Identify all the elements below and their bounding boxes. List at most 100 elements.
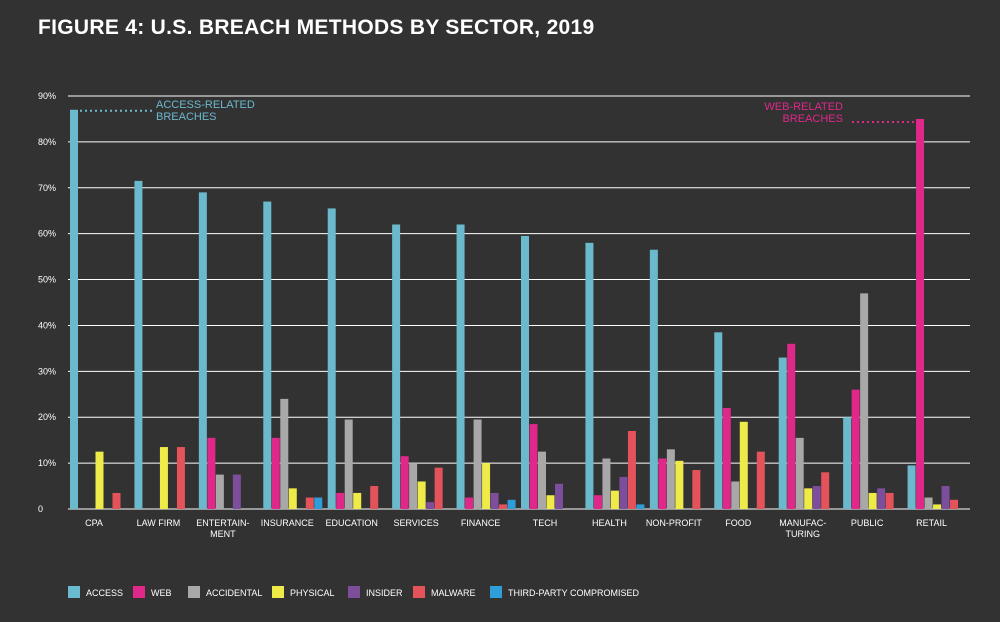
bar-web-services	[400, 456, 409, 509]
bar-malware-law-firm	[176, 447, 185, 509]
x-tick-label: FOOD	[725, 518, 751, 528]
legend-swatch	[490, 586, 502, 598]
bar-access-manufacturing	[778, 357, 787, 509]
annotations: ACCESS-RELATED BREACHES WEB-RELATED BREACHE…	[80, 99, 915, 125]
bar-access-public	[843, 417, 852, 509]
chart-title: FIGURE 4: U.S. BREACH METHODS BY SECTOR,…	[38, 16, 595, 39]
bar-physical-finance	[482, 463, 491, 509]
y-tick-label: 80%	[38, 137, 56, 147]
x-tick-label: MANUFAC-TURING	[779, 518, 826, 539]
bar-accidental-services	[409, 463, 418, 509]
legend-label: THIRD-PARTY COMPROMISED	[508, 588, 640, 598]
web-annotation-label: WEB-RELATED BREACHES	[764, 101, 843, 125]
bar-web-retail	[916, 118, 925, 509]
bar-physical-public	[868, 492, 877, 509]
bar-physical-services	[417, 481, 426, 509]
bar-third-party-compromised-health	[636, 504, 645, 509]
bar-access-entertainment	[198, 192, 207, 509]
y-tick-label: 50%	[38, 275, 56, 285]
bar-web-entertainment	[207, 437, 216, 509]
bar-malware-food	[756, 451, 765, 509]
bar-physical-food	[739, 421, 748, 509]
bar-web-food	[722, 408, 731, 509]
bar-access-insurance	[263, 201, 272, 510]
legend-label: ACCIDENTAL	[206, 588, 262, 598]
y-tick-label: 0	[38, 504, 43, 514]
bar-physical-retail	[933, 504, 942, 509]
x-tick-label: FINANCE	[461, 518, 501, 528]
bar-accidental-tech	[538, 451, 546, 509]
bar-access-finance	[456, 224, 465, 509]
y-tick-label: 30%	[38, 366, 56, 376]
bar-malware-non-profit	[692, 469, 701, 509]
bar-access-health	[585, 242, 594, 509]
bar-malware-public	[885, 492, 894, 509]
bar-accidental-manufacturing	[795, 437, 804, 509]
bar-insider-retail	[941, 486, 950, 509]
bar-physical-manufacturing	[804, 488, 813, 509]
bar-access-services	[392, 224, 401, 509]
x-tick-label: PUBLIC	[851, 518, 884, 528]
bar-physical-education	[353, 492, 362, 509]
x-tick-label: LAW FIRM	[137, 518, 181, 528]
bar-accidental-retail	[924, 497, 933, 509]
y-tick-label: 90%	[38, 91, 56, 101]
bar-accidental-entertainment	[215, 474, 224, 509]
bar-web-finance	[465, 497, 474, 509]
bar-malware-insurance	[305, 497, 314, 509]
legend-item-physical: PHYSICAL	[272, 586, 335, 598]
bar-third-party-compromised-finance	[507, 499, 516, 509]
legend-swatch	[68, 586, 80, 598]
legend-swatch	[133, 586, 145, 598]
bar-insider-finance	[490, 492, 499, 509]
access-annotation-label: ACCESS-RELATED BREACHES	[156, 99, 255, 123]
bar-accidental-health	[602, 458, 611, 509]
bar-insider-public	[877, 488, 886, 509]
bar-access-cpa	[70, 109, 78, 510]
legend-label: PHYSICAL	[290, 588, 335, 598]
bar-insider-health	[619, 476, 628, 509]
y-tick-label: 20%	[38, 412, 56, 422]
bar-physical-tech	[546, 495, 555, 509]
bar-web-manufacturing	[787, 343, 796, 509]
y-tick-label: 40%	[38, 320, 56, 330]
bar-accidental-education	[344, 419, 353, 509]
bar-insider-manufacturing	[812, 486, 821, 509]
gridlines	[68, 95, 970, 510]
bar-access-retail	[907, 465, 916, 509]
bar-access-law-firm	[134, 180, 143, 509]
bar-malware-services	[434, 467, 443, 509]
x-tick-label: SERVICES	[393, 518, 438, 528]
legend-item-third-party-compromised: THIRD-PARTY COMPROMISED	[490, 586, 640, 598]
bar-web-education	[336, 492, 345, 509]
bar-physical-law-firm	[159, 447, 168, 509]
y-tick-label: 70%	[38, 183, 56, 193]
bar-accidental-finance	[473, 419, 482, 509]
bar-access-education	[327, 208, 336, 509]
category-labels: CPA LAW FIRM ENTERTAIN-MENT INSURANCE EDUCAT…	[85, 518, 947, 539]
bar-malware-manufacturing	[821, 472, 830, 509]
bars	[70, 109, 959, 510]
x-tick-label: EDUCATION	[326, 518, 378, 528]
legend-item-web: WEB	[133, 586, 172, 598]
legend-item-access: ACCESS	[68, 586, 123, 598]
y-tick-label: 10%	[38, 458, 56, 468]
bar-web-health	[593, 495, 602, 509]
legend-item-accidental: ACCIDENTAL	[188, 586, 262, 598]
bar-web-non-profit	[658, 458, 667, 509]
legend-swatch	[272, 586, 284, 598]
legend-label: MALWARE	[431, 588, 476, 598]
bar-malware-health	[627, 430, 636, 509]
y-axis-ticks: 0 10% 20% 30% 40% 50% 60% 70% 80% 90%	[38, 91, 56, 514]
bar-malware-cpa	[112, 492, 121, 509]
legend-item-insider: INSIDER	[348, 586, 403, 598]
bar-physical-cpa	[95, 451, 104, 509]
legend: ACCESS WEB ACCIDENTAL PHYSICAL INSIDER MALWAR…	[68, 586, 640, 598]
bar-insider-entertainment	[232, 474, 241, 509]
legend-swatch	[348, 586, 360, 598]
bar-physical-non-profit	[675, 460, 684, 509]
bar-insider-services	[426, 502, 435, 509]
bar-access-food	[714, 332, 723, 509]
x-tick-label: NON-PROFIT	[646, 518, 702, 528]
